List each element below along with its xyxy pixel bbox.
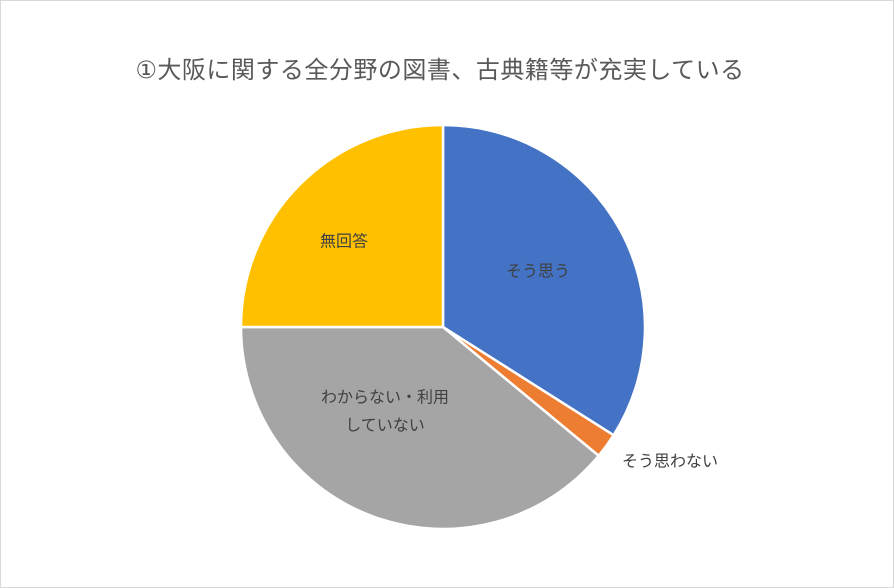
chart-title: ①大阪に関する全分野の図書、古典籍等が充実している xyxy=(135,56,745,84)
slice-wakaranai xyxy=(239,325,600,531)
slice-mukaitou xyxy=(239,123,445,329)
data-label: していない xyxy=(345,416,425,435)
data-label: 無回答 xyxy=(320,232,368,251)
data-label: そう思う xyxy=(506,262,570,281)
data-label: わからない・利用 xyxy=(321,388,449,407)
data-label: そう思わない xyxy=(622,452,718,471)
